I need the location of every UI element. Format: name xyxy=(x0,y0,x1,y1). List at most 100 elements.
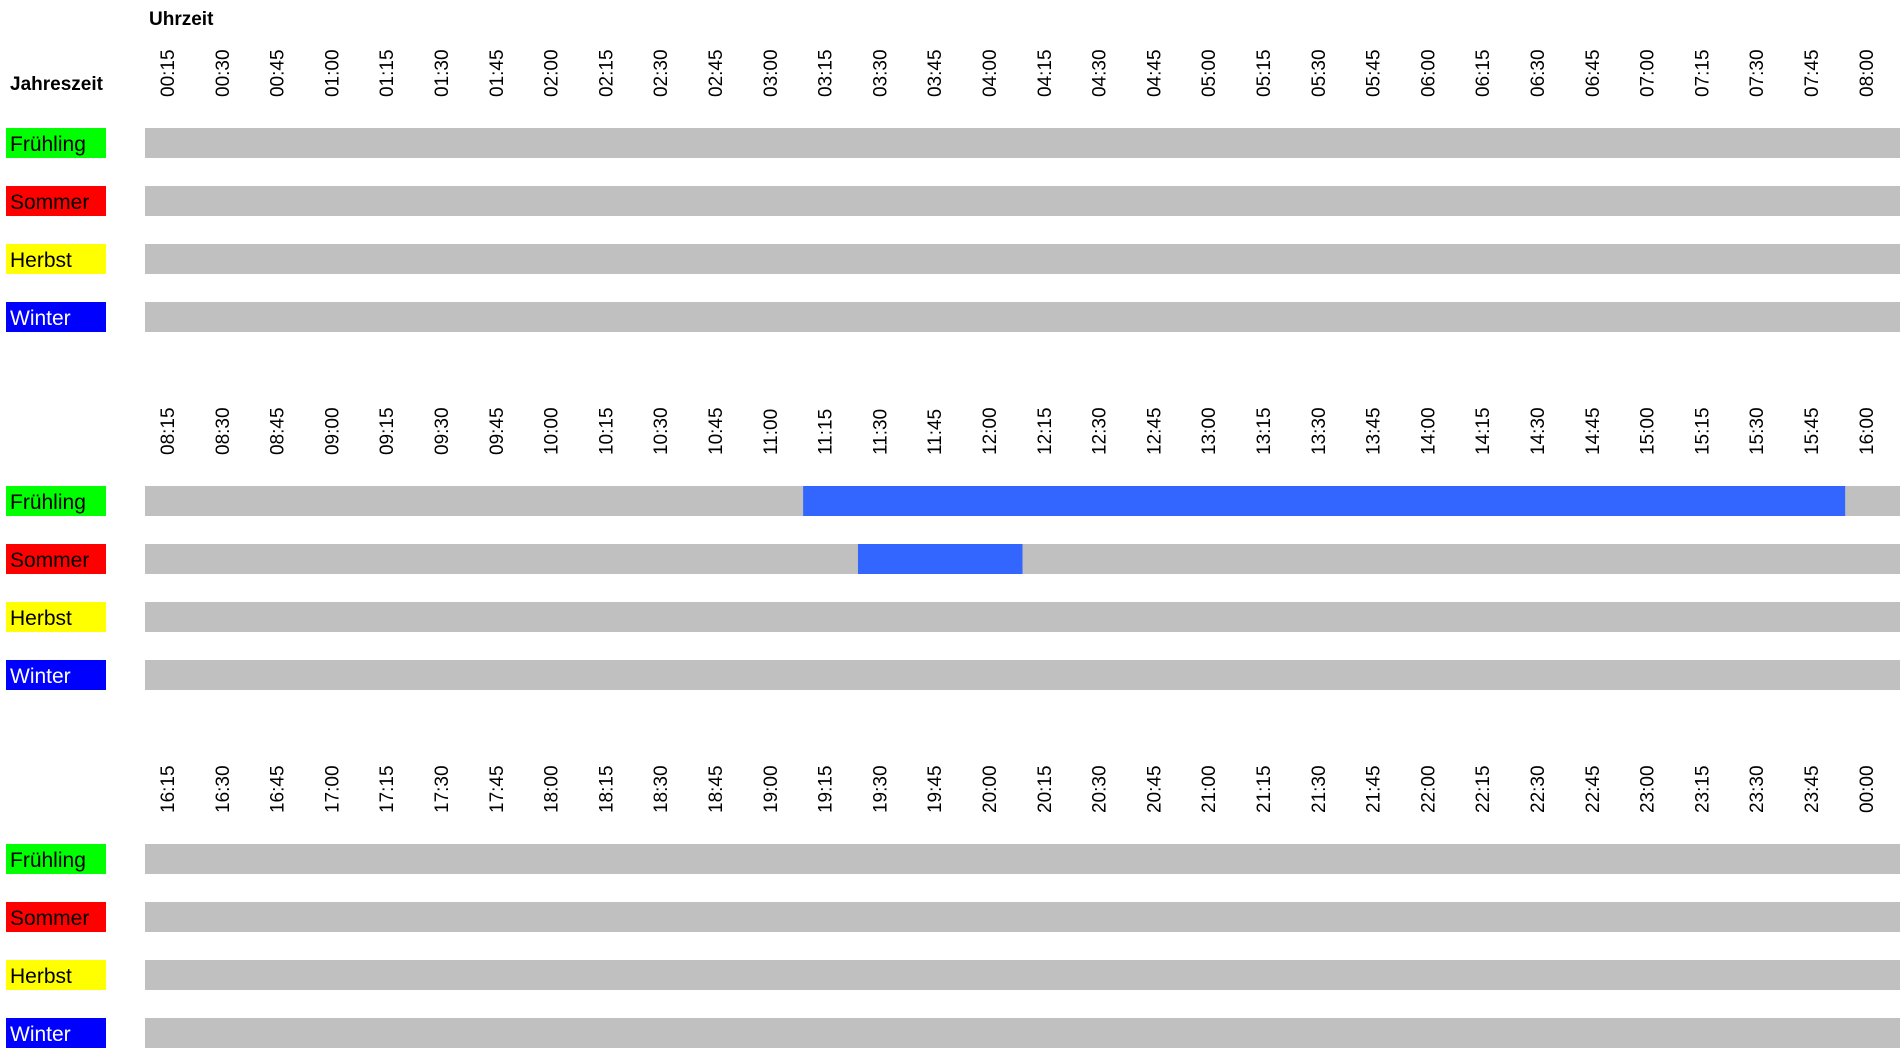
time-tick-label: 04:45 xyxy=(1144,49,1165,97)
time-tick-label: 12:30 xyxy=(1090,407,1111,455)
schedule-row-bar xyxy=(145,960,1900,990)
time-tick-label: 05:15 xyxy=(1254,49,1275,97)
time-tick-label: 03:45 xyxy=(925,49,946,97)
schedule-row-bar xyxy=(145,1018,1900,1048)
time-tick-label: 01:00 xyxy=(322,49,343,97)
time-tick-label: 08:15 xyxy=(158,407,179,455)
time-tick-label: 05:45 xyxy=(1364,49,1385,97)
time-tick-label: 20:45 xyxy=(1144,765,1165,813)
season-label: Frühling xyxy=(10,133,86,156)
time-tick-label: 14:00 xyxy=(1418,407,1439,455)
time-tick-label: 12:15 xyxy=(1035,407,1056,455)
time-tick-label: 19:15 xyxy=(816,765,837,813)
time-tick-label: 04:30 xyxy=(1090,49,1111,97)
time-tick-label: 07:45 xyxy=(1802,49,1823,97)
time-tick-label: 06:45 xyxy=(1583,49,1604,97)
season-label-box xyxy=(6,1018,106,1048)
season-label-box xyxy=(6,486,106,516)
time-tick-label: 23:15 xyxy=(1692,765,1713,813)
schedule-row-bar xyxy=(145,244,1900,274)
time-tick-label: 03:15 xyxy=(816,49,837,97)
time-tick-label: 09:15 xyxy=(377,407,398,455)
time-tick-label: 08:00 xyxy=(1857,49,1878,97)
time-tick-label: 01:30 xyxy=(432,49,453,97)
schedule-row-bar xyxy=(145,302,1900,332)
schedule-row-bar xyxy=(145,186,1900,216)
season-label-box xyxy=(6,902,106,932)
time-tick-label: 11:45 xyxy=(925,409,946,455)
time-tick-label: 00:45 xyxy=(268,49,289,97)
season-label: Frühling xyxy=(10,849,86,872)
time-tick-label: 07:30 xyxy=(1747,49,1768,97)
season-label: Winter xyxy=(10,665,71,688)
season-label-box xyxy=(6,844,106,874)
time-tick-label: 05:30 xyxy=(1309,49,1330,97)
time-tick-label: 20:30 xyxy=(1090,765,1111,813)
active-time-segment xyxy=(803,486,1846,516)
time-tick-label: 09:30 xyxy=(432,407,453,455)
time-tick-label: 00:00 xyxy=(1857,765,1878,813)
time-tick-label: 06:30 xyxy=(1528,49,1549,97)
time-tick-label: 19:00 xyxy=(761,765,782,813)
time-tick-label: 14:15 xyxy=(1473,407,1494,455)
time-tick-label: 02:00 xyxy=(542,49,563,97)
season-axis-title: Jahreszeit xyxy=(10,74,104,95)
time-tick-label: 18:30 xyxy=(651,765,672,813)
time-tick-label: 10:00 xyxy=(542,407,563,455)
season-label-box xyxy=(6,302,106,332)
season-label: Winter xyxy=(10,307,71,330)
time-tick-label: 03:30 xyxy=(870,49,891,97)
time-tick-label: 12:00 xyxy=(980,407,1001,455)
time-tick-label: 17:00 xyxy=(322,765,343,813)
season-label-box xyxy=(6,244,106,274)
time-tick-label: 13:00 xyxy=(1199,407,1220,455)
season-label: Winter xyxy=(10,1023,71,1046)
time-tick-label: 21:15 xyxy=(1254,765,1275,813)
time-tick-label: 22:15 xyxy=(1473,765,1494,813)
time-tick-label: 15:00 xyxy=(1638,407,1659,455)
time-tick-label: 20:00 xyxy=(980,765,1001,813)
time-tick-label: 17:15 xyxy=(377,765,398,813)
time-tick-label: 04:15 xyxy=(1035,49,1056,97)
season-label: Herbst xyxy=(10,249,72,272)
active-time-segment xyxy=(857,544,1023,574)
time-tick-label: 05:00 xyxy=(1199,49,1220,97)
time-tick-label: 02:15 xyxy=(596,49,617,97)
time-tick-label: 00:30 xyxy=(213,49,234,97)
time-tick-label: 06:00 xyxy=(1418,49,1439,97)
time-tick-label: 07:15 xyxy=(1692,49,1713,97)
schedule-row-bar xyxy=(145,602,1900,632)
time-tick-label: 11:15 xyxy=(816,409,837,455)
time-tick-label: 07:00 xyxy=(1638,49,1659,97)
schedule-row-bar xyxy=(145,902,1900,932)
time-tick-label: 21:30 xyxy=(1309,765,1330,813)
time-tick-label: 17:45 xyxy=(487,765,508,813)
time-axis-title: Uhrzeit xyxy=(149,9,214,30)
time-tick-label: 15:30 xyxy=(1747,407,1768,455)
time-tick-label: 13:45 xyxy=(1364,407,1385,455)
time-tick-label: 01:45 xyxy=(487,49,508,97)
season-label-box xyxy=(6,660,106,690)
time-tick-label: 21:45 xyxy=(1364,765,1385,813)
time-tick-label: 01:15 xyxy=(377,49,398,97)
time-tick-label: 19:30 xyxy=(870,765,891,813)
season-label: Herbst xyxy=(10,965,72,988)
time-tick-label: 14:45 xyxy=(1583,407,1604,455)
time-tick-label: 02:30 xyxy=(651,49,672,97)
season-label-box xyxy=(6,960,106,990)
time-tick-label: 22:30 xyxy=(1528,765,1549,813)
time-tick-label: 03:00 xyxy=(761,49,782,97)
season-label: Frühling xyxy=(10,491,86,514)
time-tick-label: 15:45 xyxy=(1802,407,1823,455)
time-tick-label: 22:00 xyxy=(1418,765,1439,813)
time-tick-label: 23:00 xyxy=(1638,765,1659,813)
time-tick-label: 08:30 xyxy=(213,407,234,455)
time-tick-label: 18:00 xyxy=(542,765,563,813)
time-tick-label: 02:45 xyxy=(706,49,727,97)
time-tick-label: 13:15 xyxy=(1254,407,1275,455)
time-tick-label: 06:15 xyxy=(1473,49,1494,97)
time-tick-label: 12:45 xyxy=(1144,407,1165,455)
schedule-row-bar xyxy=(145,660,1900,690)
time-tick-label: 13:30 xyxy=(1309,407,1330,455)
time-tick-label: 16:00 xyxy=(1857,407,1878,455)
